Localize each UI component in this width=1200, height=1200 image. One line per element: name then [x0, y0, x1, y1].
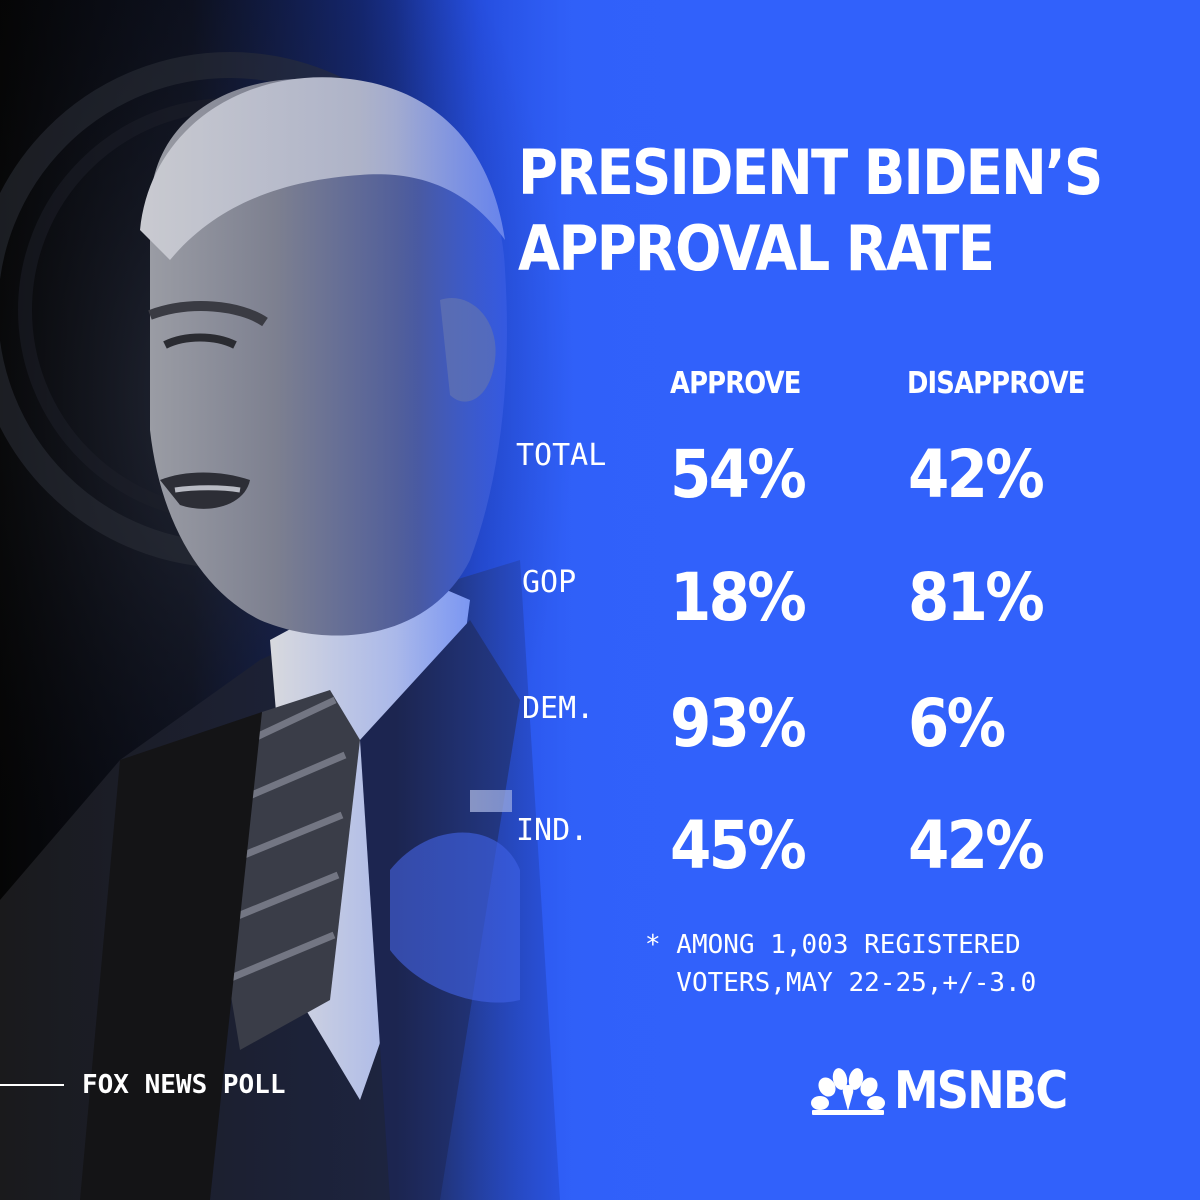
row-label: GOP — [522, 565, 577, 600]
table-row-ind: IND. 45% 42% — [0, 813, 1200, 913]
table-row-gop: GOP 18% 81% — [0, 565, 1200, 665]
disapprove-value: 81% — [908, 559, 1045, 636]
chart-title-line-2: APPROVAL RATE — [518, 212, 995, 285]
row-label: IND. — [516, 813, 589, 848]
president-photo — [0, 0, 720, 1200]
logo-wordmark: MSNBC — [894, 1061, 1068, 1121]
disapprove-value: 6% — [908, 685, 1006, 762]
table-row-dem: DEM. 93% 6% — [0, 691, 1200, 791]
disapprove-value: 42% — [908, 436, 1045, 513]
approve-value: 45% — [670, 807, 807, 884]
chart-title-line-1: PRESIDENT BIDEN’S — [518, 136, 1103, 209]
table-row-total: TOTAL 54% 42% — [0, 436, 1200, 542]
column-header-approve: APPROVE — [670, 366, 801, 401]
disapprove-value: 42% — [908, 807, 1045, 884]
column-header-disapprove: DISAPPROVE — [907, 366, 1085, 401]
source-label: FOX NEWS POLL — [82, 1070, 286, 1100]
divider-line — [0, 1084, 64, 1086]
row-label: TOTAL — [516, 438, 607, 473]
approve-value: 18% — [670, 559, 807, 636]
methodology-footnote: * AMONG 1,003 REGISTERED VOTERS,MAY 22-2… — [645, 930, 1037, 998]
approve-value: 54% — [670, 436, 807, 513]
approve-value: 93% — [670, 685, 807, 762]
row-label: DEM. — [522, 691, 595, 726]
nbc-peacock-icon — [811, 1068, 885, 1115]
msnbc-logo: MSNBC — [810, 1061, 1095, 1121]
